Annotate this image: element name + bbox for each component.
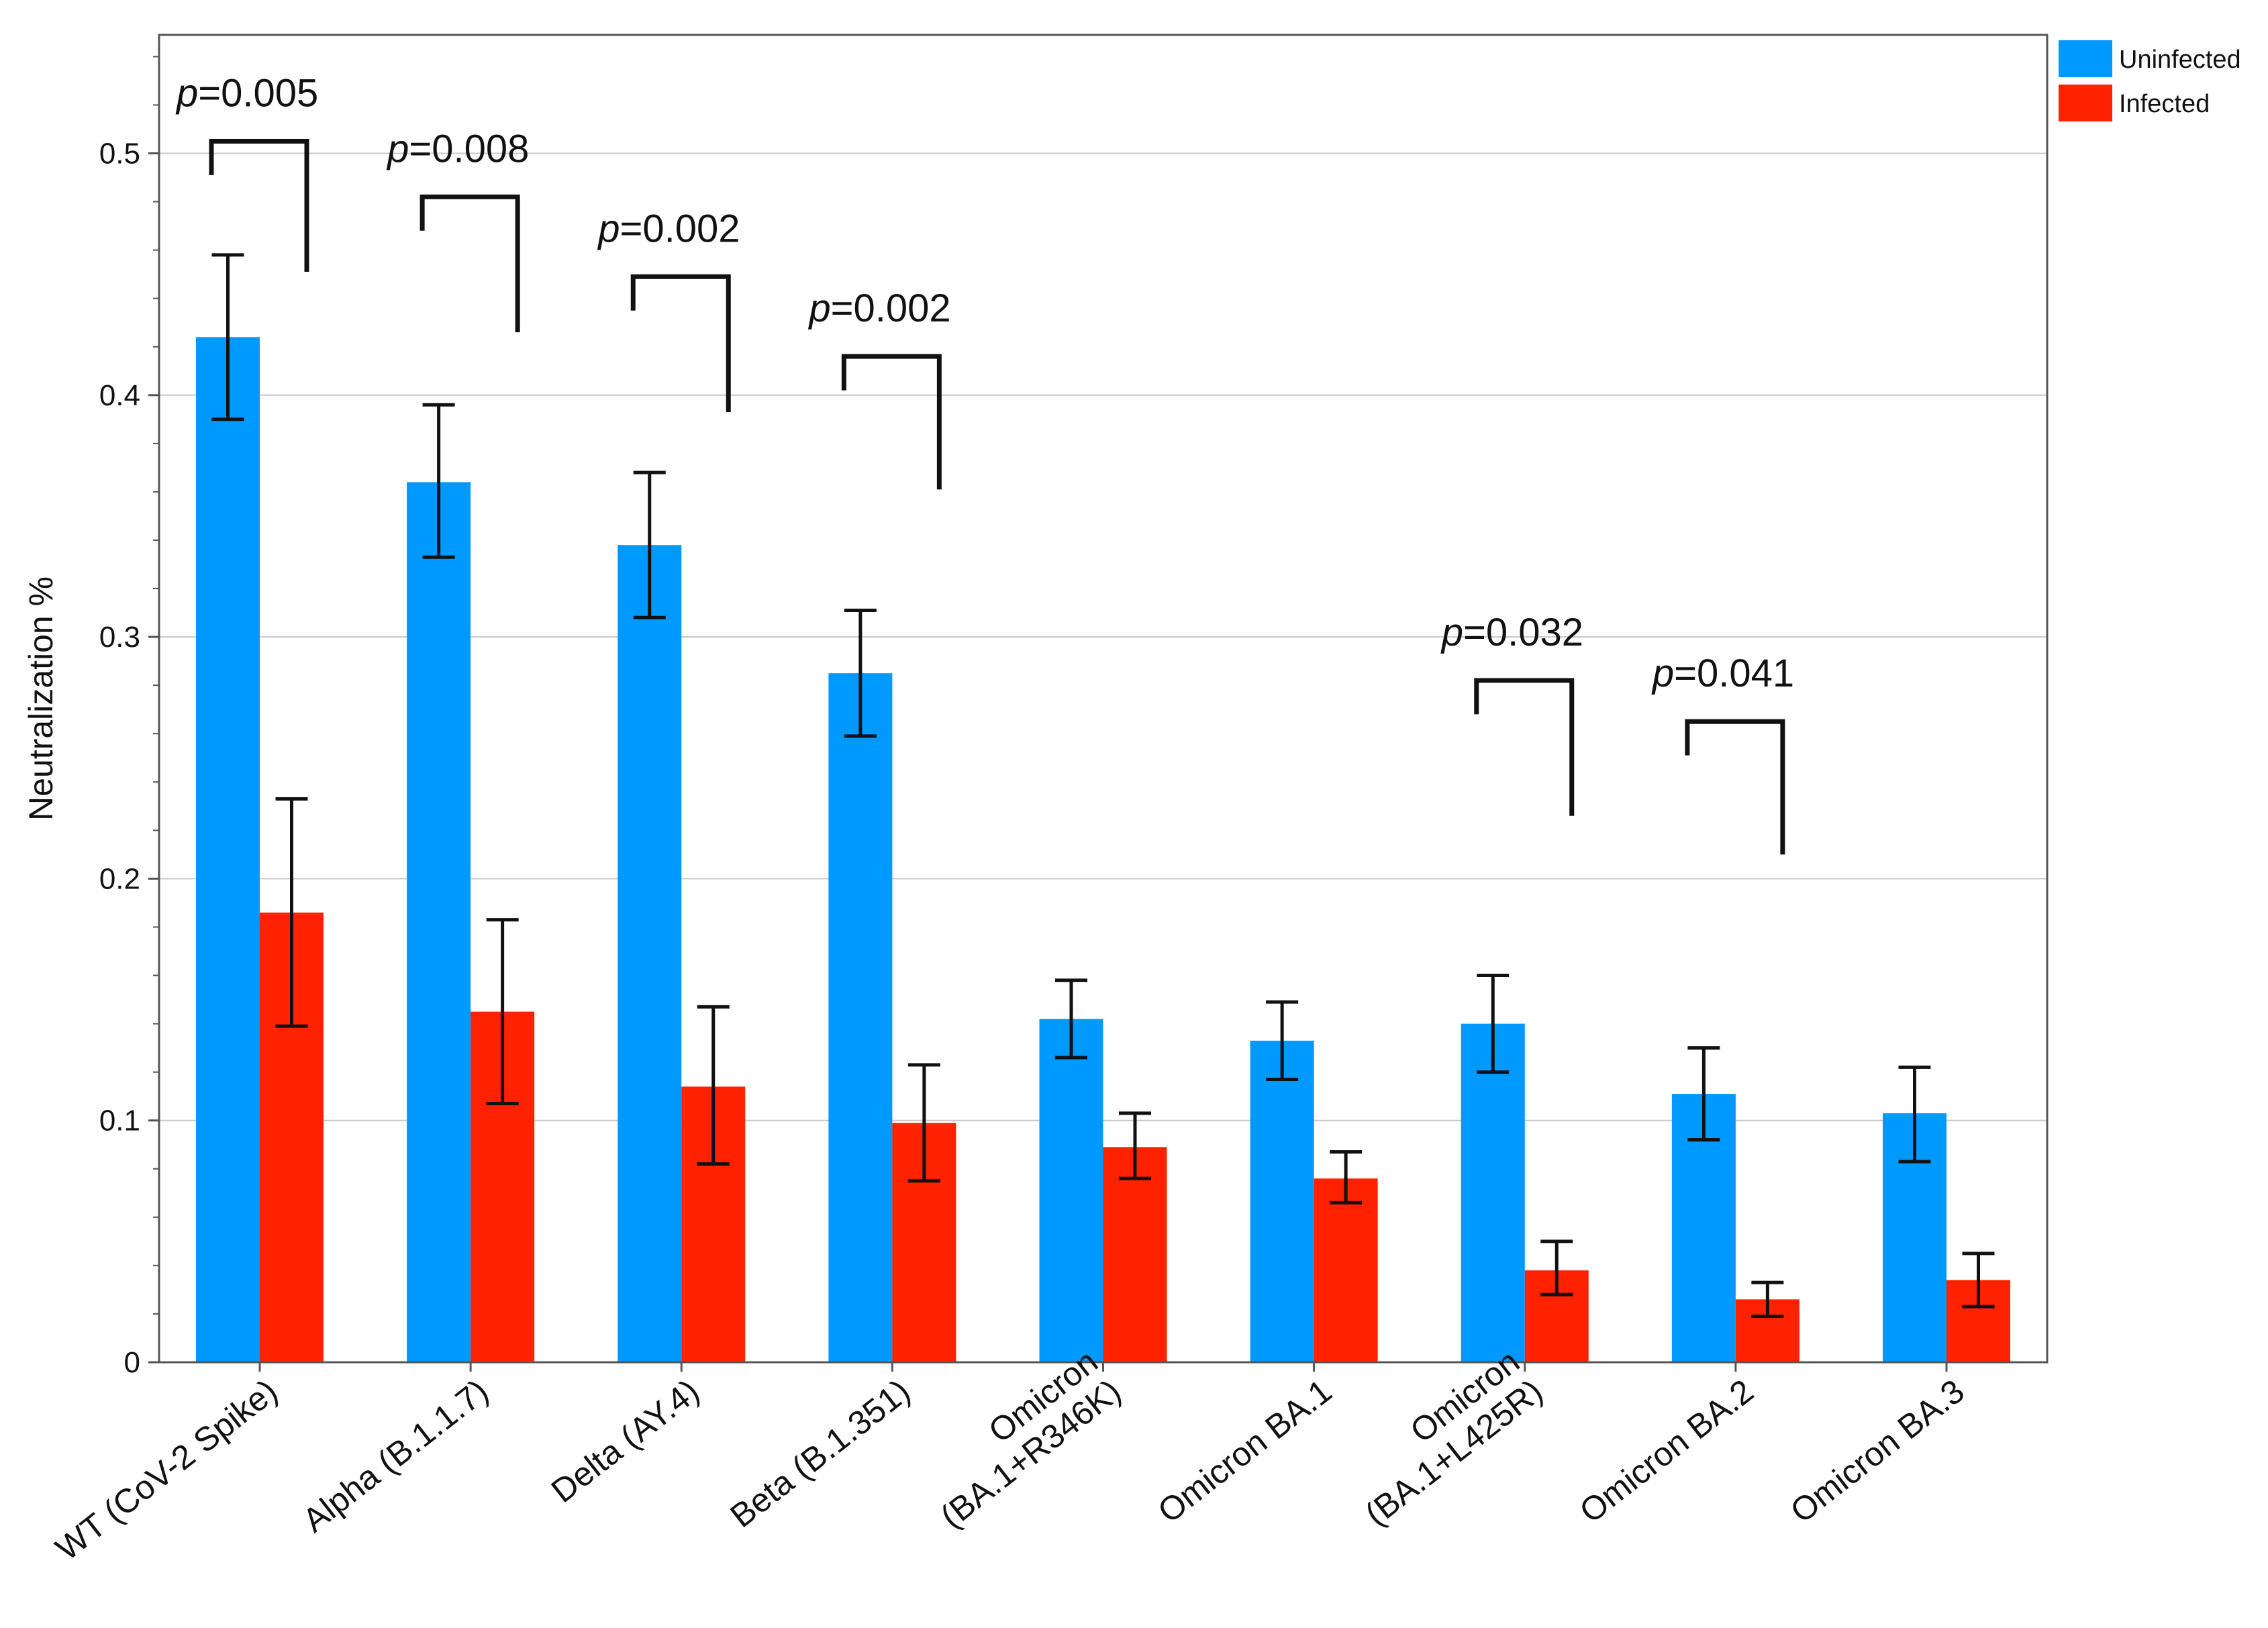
bar-infected-5: [1314, 1178, 1378, 1362]
p-value-label: p=0.032: [1440, 611, 1583, 654]
significance-bracket: [841, 354, 942, 490]
x-tick-label: Omicron BA.2: [1573, 1372, 1761, 1531]
p-value-label: p=0.002: [597, 207, 740, 250]
x-tick-label: Alpha (B.1.1.7): [296, 1372, 495, 1539]
x-tick-label-line: Omicron BA.1: [1151, 1372, 1339, 1531]
p-value-prefix: p: [597, 207, 620, 250]
p-value-prefix: p: [386, 127, 409, 170]
y-tick-label: 0.3: [99, 621, 140, 654]
legend-label-uninfected: Uninfected: [2119, 46, 2241, 74]
significance-bracket: [209, 138, 309, 272]
x-tick-label-line: Delta (AY.4): [544, 1372, 706, 1511]
x-tick-label-line: Alpha (B.1.1.7): [296, 1372, 495, 1539]
bar-infected-4: [1103, 1147, 1167, 1362]
legend-swatch-infected: [2059, 85, 2112, 121]
y-axis: 0 0.1 0.2 0.3 0.4 0.5: [99, 56, 159, 1379]
bar-uninfected-0: [196, 337, 260, 1362]
x-tick-label: Omicron(BA.1+R346K): [910, 1342, 1128, 1535]
x-tick-label: Omicron BA.1: [1151, 1372, 1339, 1531]
error-bars: [211, 253, 1995, 1319]
y-tick-label: 0.4: [99, 379, 140, 412]
x-tick-label-line: Omicron BA.2: [1573, 1372, 1761, 1531]
significance-bracket: [420, 194, 520, 333]
x-tick-label: WT (CoV-2 Spike): [49, 1372, 285, 1568]
bar-uninfected-5: [1250, 1040, 1314, 1362]
x-tick-label: Omicron BA.3: [1783, 1372, 1971, 1531]
y-tick-label: 0.5: [99, 138, 140, 170]
p-value-prefix: p: [175, 71, 198, 115]
p-value-prefix: p: [1651, 652, 1674, 695]
p-value-number: =0.002: [831, 287, 951, 330]
p-value-prefix: p: [807, 287, 830, 330]
p-value-number: =0.041: [1674, 652, 1794, 695]
legend-label-infected: Infected: [2119, 90, 2210, 118]
bar-uninfected-1: [407, 482, 471, 1362]
p-value-label: p=0.041: [1651, 652, 1794, 695]
significance-bracket: [1685, 719, 1785, 855]
x-tick-label-line: WT (CoV-2 Spike): [49, 1372, 285, 1568]
legend: Uninfected Infected: [2059, 40, 2241, 121]
p-value-number: =0.005: [198, 71, 318, 115]
bar-uninfected-3: [828, 673, 893, 1362]
bar-uninfected-4: [1039, 1019, 1103, 1362]
p-value-label: p=0.008: [386, 127, 529, 170]
p-value-label: p=0.002: [807, 287, 950, 330]
y-tick-label: 0.2: [99, 862, 140, 895]
legend-swatch-uninfected: [2059, 40, 2112, 77]
x-axis: WT (CoV-2 Spike) Alpha (B.1.1.7) Delta (AY…: [49, 1342, 1971, 1568]
y-tick-label: 0: [124, 1346, 140, 1379]
p-value-prefix: p: [1440, 611, 1463, 654]
y-axis-label: Neutralization %: [22, 576, 60, 821]
significance-bracket: [630, 274, 731, 413]
x-tick-label: Beta (B.1.351): [724, 1372, 918, 1535]
x-tick-label-line: Beta (B.1.351): [724, 1372, 918, 1535]
x-tick-label: Omicron(BA.1+L425R): [1335, 1342, 1550, 1533]
y-tick-label: 0.1: [99, 1105, 140, 1137]
p-value-number: =0.032: [1463, 611, 1583, 654]
significance-bracket: [1474, 678, 1575, 816]
p-value-number: =0.008: [409, 127, 529, 170]
p-value-number: =0.002: [620, 207, 740, 250]
bar-uninfected-6: [1461, 1023, 1525, 1362]
significance-brackets: p=0.005p=0.008p=0.002p=0.002p=0.032p=0.0…: [175, 71, 1794, 855]
p-value-label: p=0.005: [175, 71, 318, 115]
bars: [196, 337, 2010, 1362]
bar-uninfected-2: [618, 545, 682, 1362]
x-tick-label-line: Omicron BA.3: [1783, 1372, 1971, 1531]
x-tick-label: Delta (AY.4): [544, 1372, 706, 1511]
